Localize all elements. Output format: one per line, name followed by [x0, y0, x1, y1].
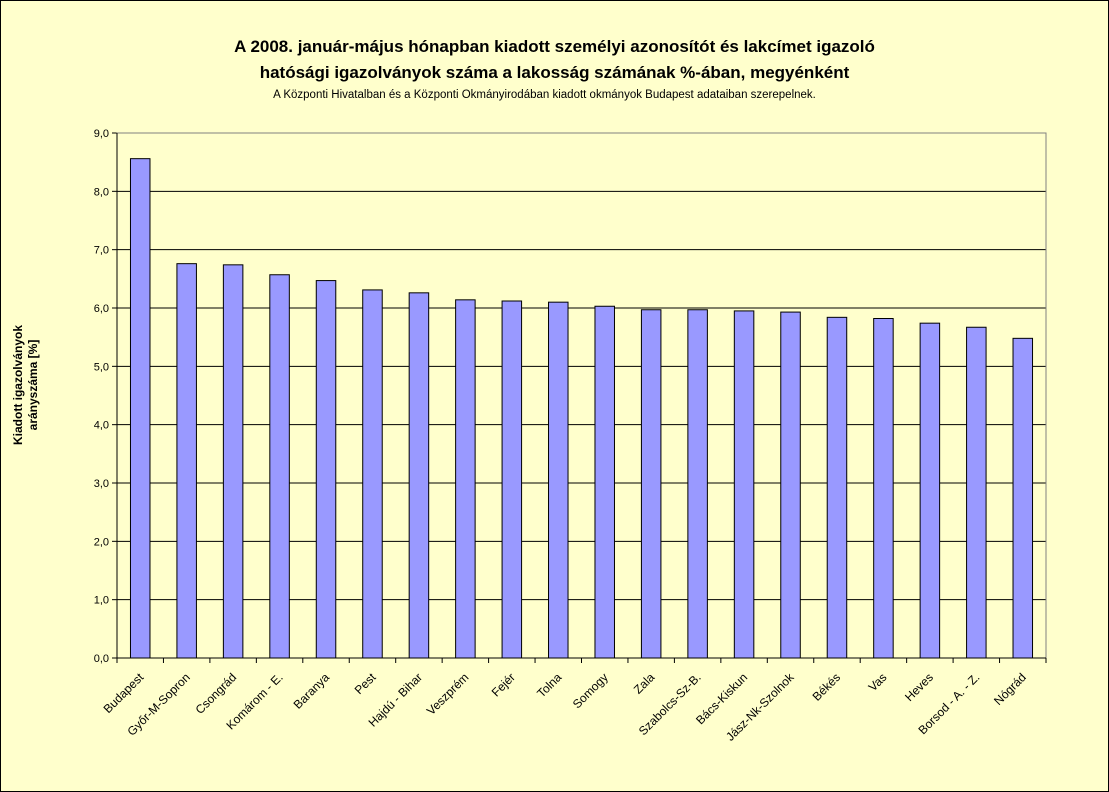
x-tick-label: Pest [352, 670, 379, 697]
x-tick-label: Baranya [291, 670, 333, 712]
y-tick-label: 4,0 [94, 420, 109, 432]
x-tick-label: Budapest [101, 670, 147, 716]
x-tick-label: Tolna [534, 670, 564, 700]
x-tick-label: Nógrád [991, 670, 1029, 708]
chart-title-line-1: A 2008. január-május hónapban kiadott sz… [234, 37, 875, 56]
y-tick-label: 1,0 [94, 595, 109, 607]
x-tick-label: Vas [866, 670, 890, 694]
bar [966, 326, 987, 659]
y-tick-label: 0,0 [94, 653, 109, 665]
bar [315, 280, 337, 659]
bar [594, 305, 615, 659]
y-tick-label: 5,0 [94, 361, 109, 373]
bar [222, 264, 244, 659]
bar [501, 300, 523, 659]
bar [408, 292, 430, 659]
bar [548, 301, 569, 659]
bar [176, 263, 197, 659]
bar [826, 316, 848, 659]
y-tick-label: 7,0 [94, 245, 109, 257]
chart-subtitle: A Központi Hivatalban és a Központi Okmá… [273, 89, 816, 101]
x-tick-label: Békés [810, 670, 843, 703]
x-tick-label: Veszprém [424, 670, 472, 718]
bar [687, 309, 708, 659]
y-tick-label: 6,0 [94, 303, 109, 315]
plot-area [117, 133, 1046, 658]
x-tick-label: Fejér [489, 670, 518, 699]
x-tick-label: Zala [631, 670, 658, 697]
bar [640, 309, 662, 659]
x-tick-label: Somogy [570, 670, 611, 711]
bar [873, 318, 894, 659]
bar [1012, 337, 1034, 659]
x-tick-label: Csongrád [193, 670, 240, 717]
y-tick-label: 8,0 [94, 186, 109, 198]
x-tick-label: Heves [902, 670, 936, 704]
y-tick-label: 2,0 [94, 536, 109, 548]
bar [780, 311, 801, 659]
bar [919, 322, 941, 659]
y-tick-label: 9,0 [94, 128, 109, 140]
bar [362, 289, 383, 659]
bar [733, 310, 755, 659]
bar [269, 274, 290, 659]
y-tick-label: 3,0 [94, 478, 109, 490]
bar [455, 299, 476, 659]
chart-title-line-2: hatósági igazolványok száma a lakosság s… [259, 63, 850, 82]
bar [129, 158, 151, 659]
